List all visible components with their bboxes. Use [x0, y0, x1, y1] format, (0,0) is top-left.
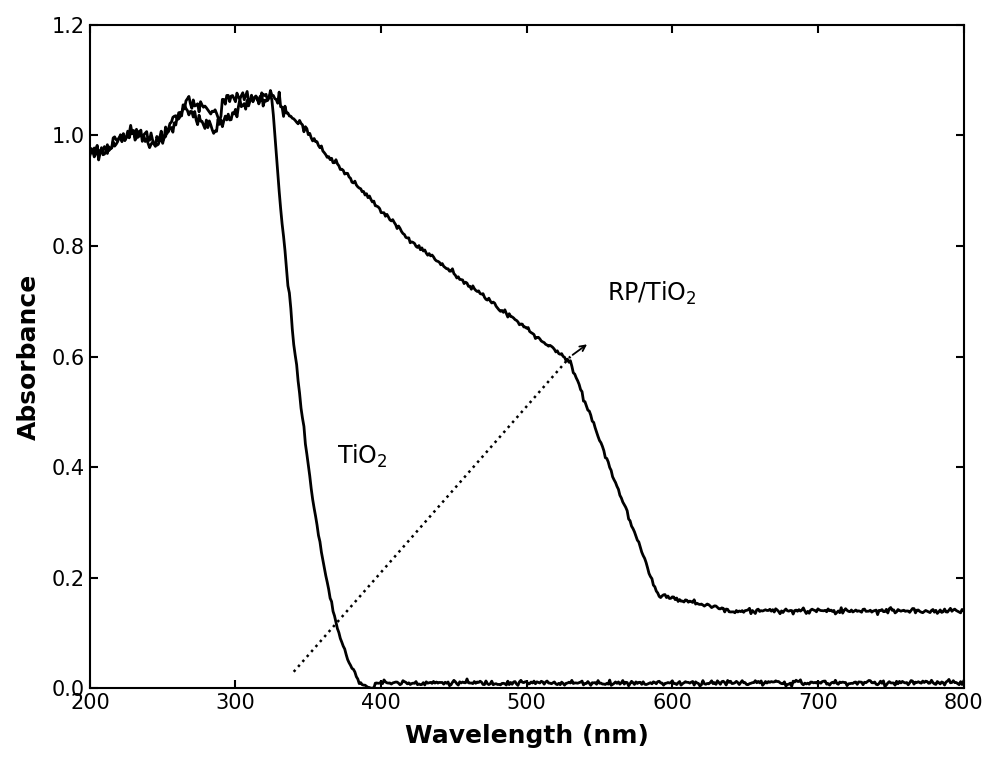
X-axis label: Wavelength (nm): Wavelength (nm) — [405, 724, 649, 748]
Text: TiO$_2$: TiO$_2$ — [337, 442, 388, 470]
Y-axis label: Absorbance: Absorbance — [17, 273, 41, 440]
Text: RP/TiO$_2$: RP/TiO$_2$ — [607, 279, 696, 307]
